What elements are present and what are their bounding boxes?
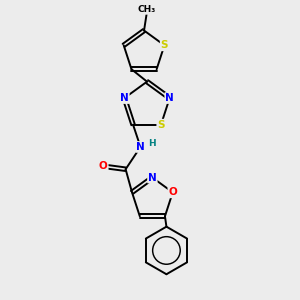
Text: S: S <box>157 120 165 130</box>
Text: S: S <box>161 40 168 50</box>
Text: N: N <box>165 93 174 103</box>
Text: N: N <box>120 93 129 103</box>
Text: CH₃: CH₃ <box>138 5 156 14</box>
Text: N: N <box>148 172 157 183</box>
Text: N: N <box>136 142 145 152</box>
Text: O: O <box>99 161 108 171</box>
Text: H: H <box>148 140 156 148</box>
Text: O: O <box>168 187 177 197</box>
